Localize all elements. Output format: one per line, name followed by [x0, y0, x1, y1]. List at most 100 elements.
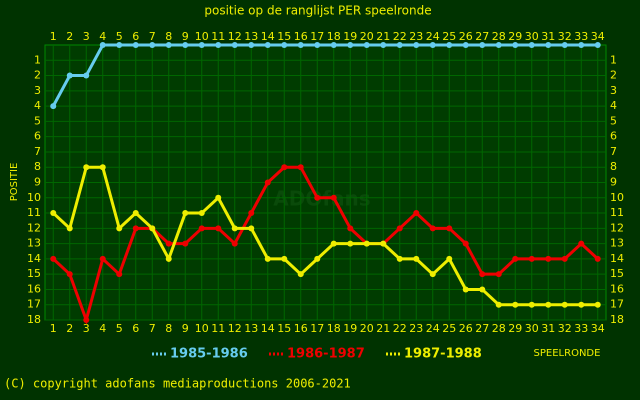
data-point [149, 225, 156, 232]
x-tick-label: 30 [525, 30, 539, 43]
data-point [99, 164, 106, 171]
data-point [330, 194, 337, 201]
data-point [495, 42, 502, 48]
y-tick-label: 4 [34, 99, 41, 112]
legend-label: 1987-1988 [404, 347, 482, 362]
data-point [363, 42, 370, 48]
data-point [479, 286, 486, 293]
data-point [347, 240, 354, 247]
y-tick-label: 13 [27, 237, 41, 250]
x-tick-label: 34 [591, 322, 605, 335]
data-point [396, 42, 403, 48]
data-point [50, 210, 57, 217]
y-tick-label: 14 [27, 252, 41, 265]
x-tick-label: 13 [244, 30, 258, 43]
x-tick-label: 10 [195, 322, 209, 335]
x-tick-label: 25 [442, 30, 456, 43]
y-tick-label: 6 [610, 130, 617, 143]
data-point [413, 210, 420, 217]
data-point [347, 42, 354, 48]
data-point [116, 225, 123, 232]
data-point [281, 255, 288, 262]
y-tick-label: 17 [610, 298, 624, 311]
data-point [264, 255, 271, 262]
data-point [512, 42, 519, 48]
x-tick-label: 7 [149, 30, 156, 43]
data-point [429, 271, 436, 278]
x-tick-label: 20 [360, 30, 374, 43]
data-point [396, 225, 403, 232]
data-point [198, 225, 205, 232]
data-point [578, 240, 585, 247]
x-tick-label: 34 [591, 30, 605, 43]
data-point [132, 225, 139, 232]
data-point [231, 225, 238, 232]
y-tick-label: 4 [610, 99, 617, 112]
data-point [545, 255, 552, 262]
y-tick-label: 3 [34, 84, 41, 97]
y-tick-label: 3 [610, 84, 617, 97]
y-tick-label: 8 [34, 160, 41, 173]
data-point [528, 255, 535, 262]
data-point [330, 240, 337, 247]
x-tick-label: 2 [66, 322, 73, 335]
y-tick-label: 1 [34, 53, 41, 66]
y-tick-label: 18 [27, 313, 41, 326]
y-tick-label: 11 [27, 206, 41, 219]
x-tick-label: 18 [327, 322, 341, 335]
data-point [165, 240, 172, 247]
x-tick-label: 12 [228, 322, 242, 335]
x-tick-label: 24 [426, 30, 440, 43]
x-tick-label: 33 [574, 30, 588, 43]
x-tick-label: 13 [244, 322, 258, 335]
x-tick-label: 9 [182, 30, 189, 43]
x-tick-label: 22 [393, 322, 407, 335]
data-point [116, 271, 123, 278]
data-point [281, 164, 288, 171]
data-point [83, 72, 90, 79]
x-tick-label: 23 [409, 30, 423, 43]
data-point [182, 210, 189, 217]
data-point [578, 42, 585, 48]
x-tick-label: 5 [116, 322, 123, 335]
data-point [594, 42, 601, 48]
data-point [66, 271, 73, 278]
data-point [429, 42, 436, 48]
x-tick-label: 21 [376, 30, 390, 43]
x-tick-label: 18 [327, 30, 341, 43]
y-tick-label: 7 [610, 145, 617, 158]
data-point [314, 255, 321, 262]
data-point [528, 42, 535, 48]
data-point [479, 42, 486, 48]
data-point [231, 240, 238, 247]
data-point [429, 225, 436, 232]
x-tick-label: 27 [475, 30, 489, 43]
data-point [215, 42, 222, 48]
x-tick-label: 31 [541, 30, 555, 43]
data-point [594, 301, 601, 308]
data-point [264, 42, 271, 48]
data-point [462, 286, 469, 293]
x-tick-label: 26 [459, 322, 473, 335]
x-tick-label: 17 [310, 322, 324, 335]
data-point [50, 255, 57, 262]
data-point [248, 225, 255, 232]
x-tick-label: 1 [50, 322, 57, 335]
data-point [182, 42, 189, 48]
data-point [512, 301, 519, 308]
data-point [50, 103, 57, 110]
data-point [561, 255, 568, 262]
data-point [545, 301, 552, 308]
data-point [413, 42, 420, 48]
x-tick-label: 28 [492, 30, 506, 43]
x-tick-label: 28 [492, 322, 506, 335]
x-tick-label: 14 [261, 322, 275, 335]
x-tick-label: 23 [409, 322, 423, 335]
data-point [396, 255, 403, 262]
data-point [347, 225, 354, 232]
data-point [132, 42, 139, 48]
x-tick-label: 29 [508, 30, 522, 43]
y-tick-label: 16 [27, 282, 41, 295]
x-tick-label: 29 [508, 322, 522, 335]
data-point [495, 271, 502, 278]
